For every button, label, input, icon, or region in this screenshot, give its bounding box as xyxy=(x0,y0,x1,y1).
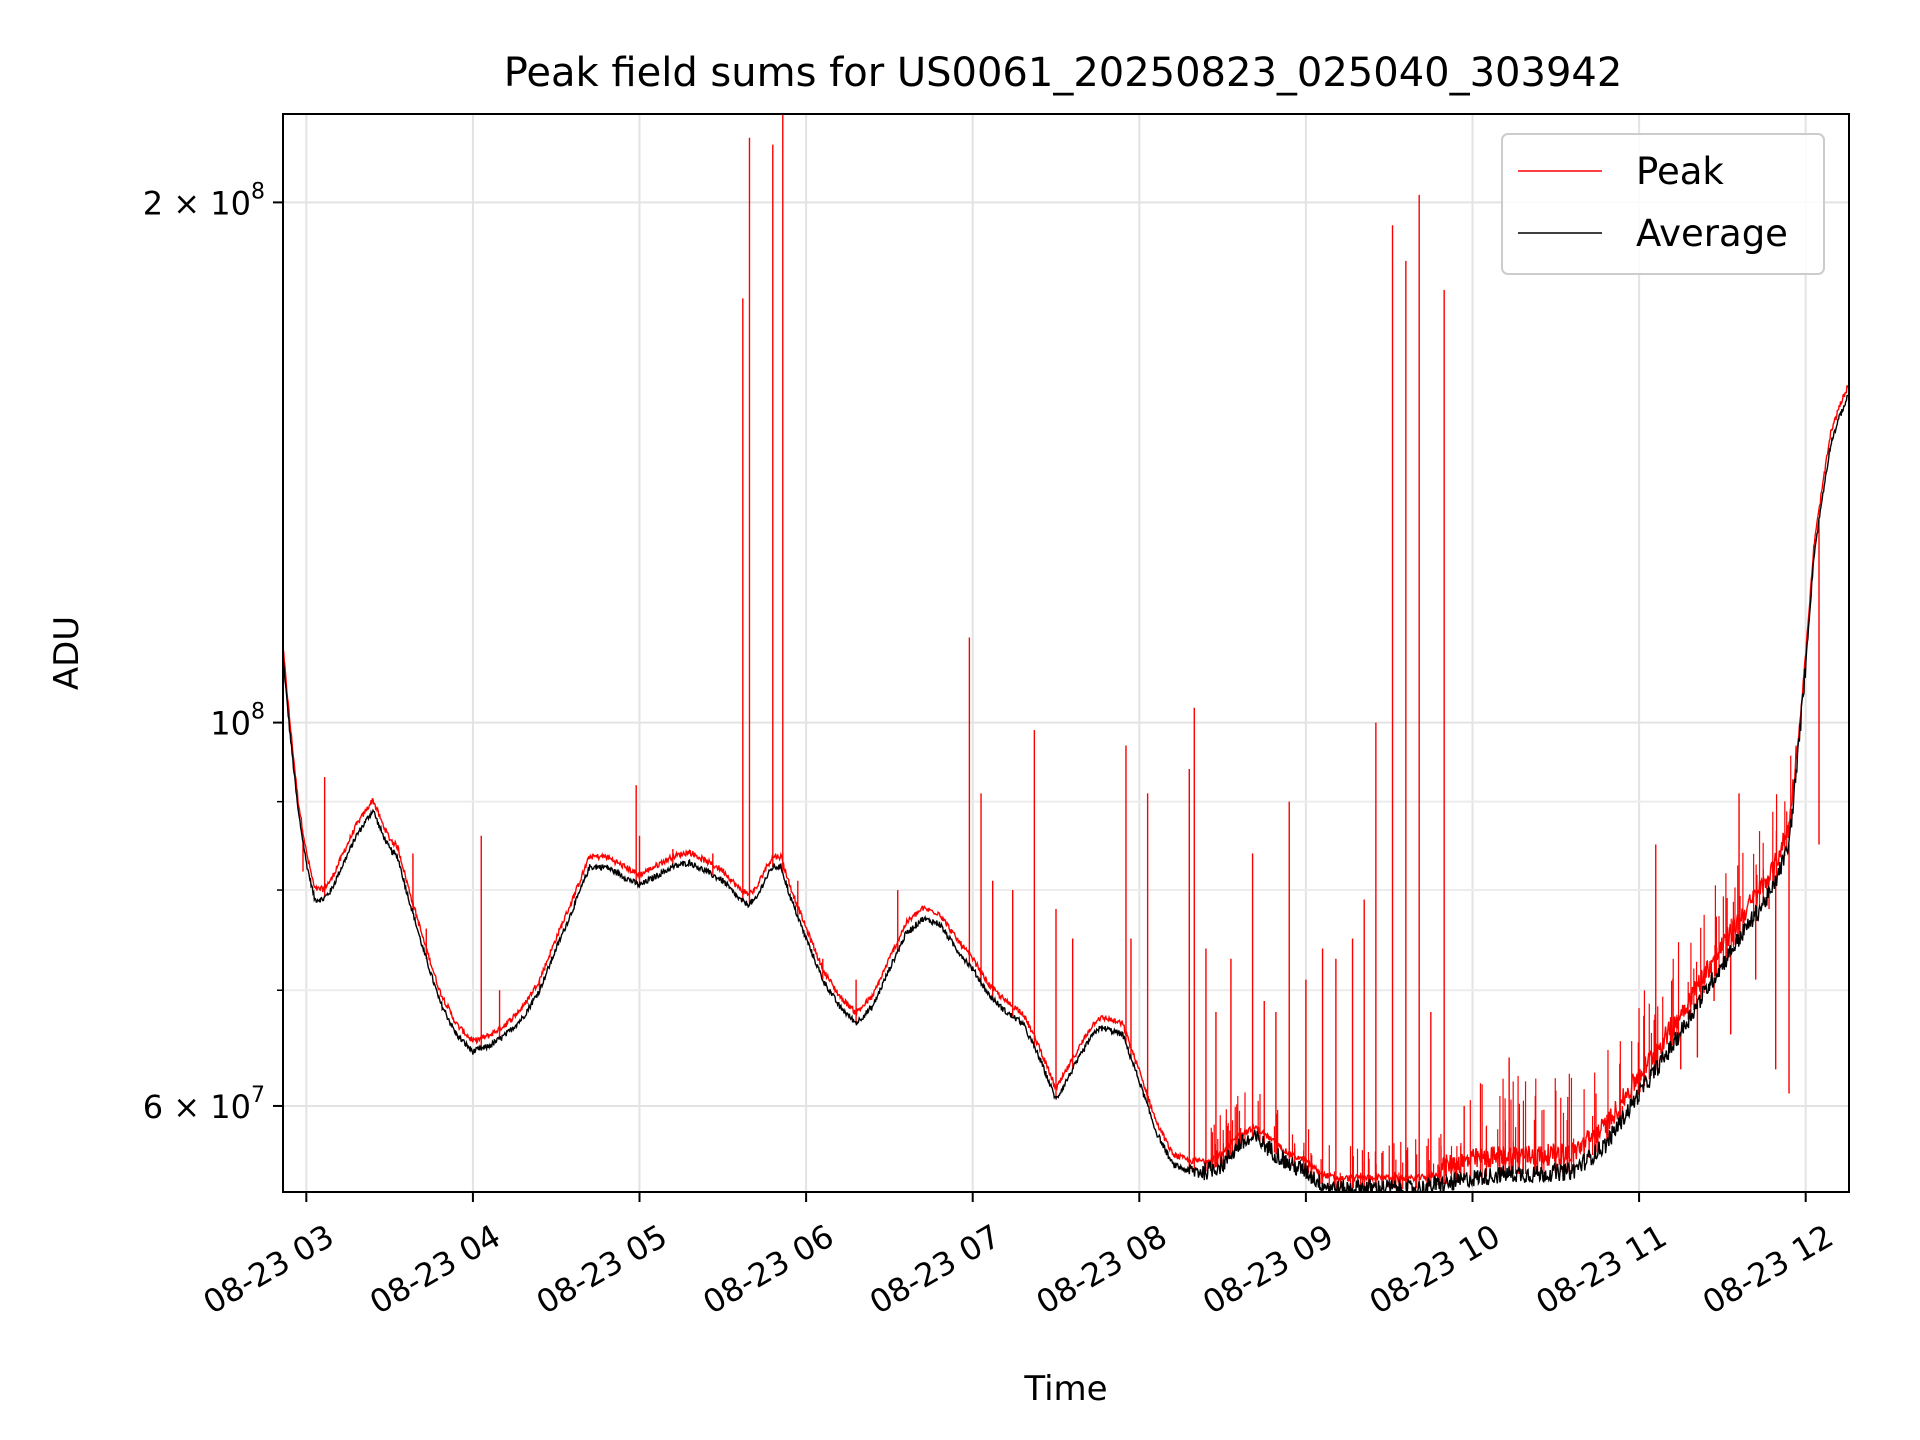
y-axis: 6 × 107 108 2 × 108 xyxy=(143,179,283,1126)
legend-box xyxy=(1501,133,1825,275)
chart-title: Peak field sums for US0061_20250823_0250… xyxy=(504,50,1623,96)
legend: Peak Average xyxy=(1501,133,1825,275)
y-tick-label: 2 × 108 xyxy=(143,179,265,222)
plot-frame xyxy=(282,113,1850,1193)
y-tick-label: 108 xyxy=(210,700,265,743)
x-axis-label: Time xyxy=(1023,1369,1107,1409)
average-series xyxy=(283,394,1849,1192)
peak-line xyxy=(283,382,1849,1184)
y-tick-label: 6 × 107 xyxy=(143,1083,265,1126)
y-axis-label: ADU xyxy=(47,616,87,690)
legend-average-label: Average xyxy=(1636,212,1788,255)
plot-series xyxy=(283,114,1849,1192)
average-line xyxy=(283,394,1849,1192)
legend-peak-label: Peak xyxy=(1636,150,1724,193)
